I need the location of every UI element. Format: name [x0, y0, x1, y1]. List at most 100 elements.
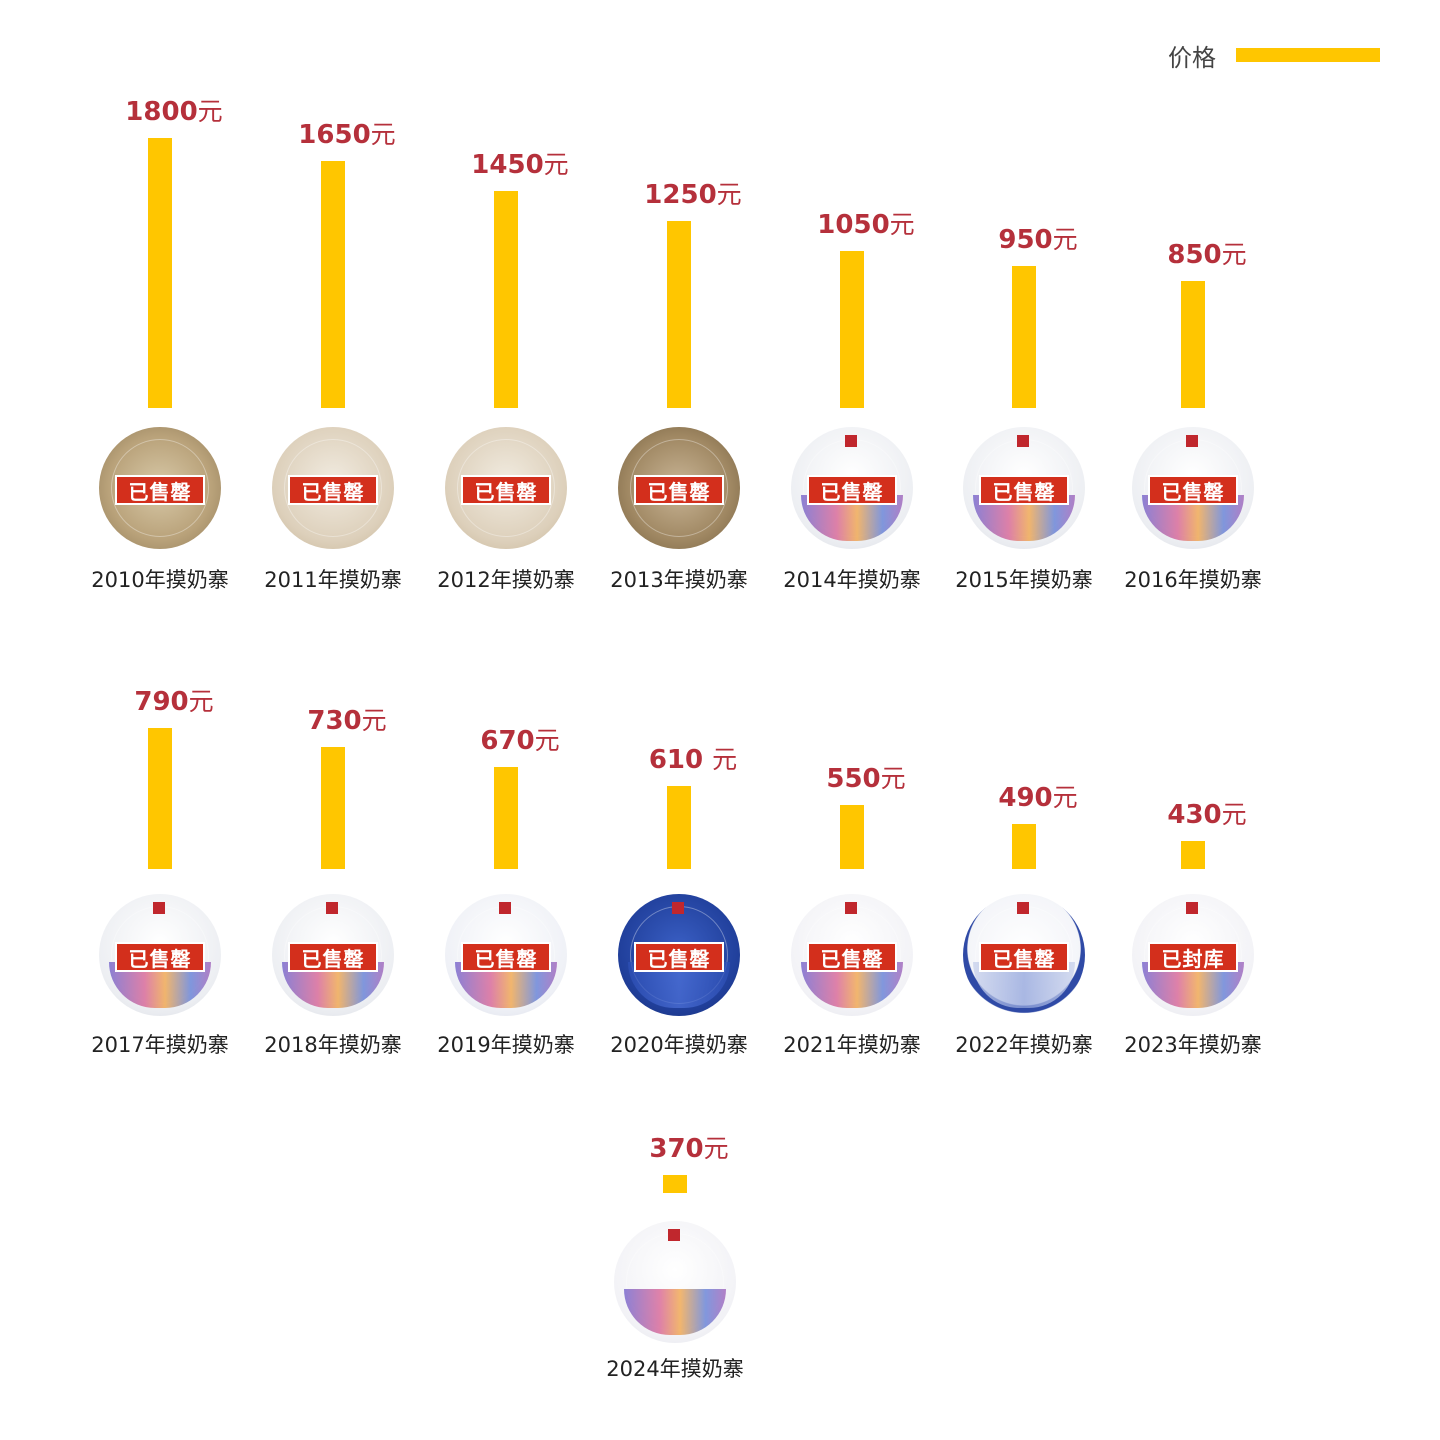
sold-out-stamp: 已售罄 — [461, 475, 551, 505]
tea-cake-icon: 已封库 — [1132, 894, 1254, 1016]
price-bar — [667, 785, 691, 869]
price-bar — [1012, 265, 1036, 408]
price-bar — [1181, 841, 1205, 869]
price-bar — [667, 220, 691, 408]
price-label: 490元 — [998, 782, 1077, 814]
category-label: 2021年摸奶寨 — [783, 1033, 921, 1057]
price-bar — [148, 728, 172, 869]
price-unit: 元 — [1221, 239, 1247, 269]
sold-out-stamp: 已售罄 — [807, 475, 897, 505]
category-label: 2011年摸奶寨 — [264, 568, 402, 592]
price-bar — [840, 805, 864, 869]
brand-logo-icon — [1186, 435, 1198, 447]
price-bar — [840, 250, 864, 408]
wrapper-ring — [630, 439, 728, 537]
price-value: 950 — [998, 224, 1053, 255]
wrapper-ring — [284, 439, 382, 537]
tea-cake-icon: 已售罄 — [618, 427, 740, 549]
price-label: 1800元 — [125, 96, 222, 128]
price-value: 730 — [307, 706, 362, 737]
price-label: 370元 — [649, 1133, 728, 1165]
tea-cake-icon: 已售罄 — [99, 427, 221, 549]
price-unit: 元 — [1052, 783, 1078, 813]
price-bar — [1181, 280, 1205, 408]
price-label: 1650元 — [298, 119, 395, 151]
brand-logo-icon — [672, 902, 684, 914]
brand-logo-icon — [153, 902, 165, 914]
price-bar — [494, 766, 518, 869]
tea-cake-icon: 已售罄 — [99, 894, 221, 1016]
sold-out-stamp: 已封库 — [1148, 942, 1238, 972]
price-value: 850 — [1167, 239, 1222, 270]
sold-out-stamp: 已售罄 — [288, 942, 378, 972]
tea-cake-icon: 已售罄 — [272, 427, 394, 549]
sold-out-stamp: 已售罄 — [115, 942, 205, 972]
wrapper-ring — [457, 439, 555, 537]
tea-cake-icon: 已售罄 — [963, 894, 1085, 1016]
tea-cake-icon: 已售罄 — [618, 894, 740, 1016]
category-label: 2022年摸奶寨 — [955, 1033, 1093, 1057]
price-label: 610 元 — [649, 744, 737, 776]
brand-logo-icon — [499, 902, 511, 914]
price-unit: 元 — [197, 97, 223, 126]
price-label: 550元 — [826, 763, 905, 795]
brand-logo-icon — [668, 1229, 680, 1241]
price-value: 490 — [998, 783, 1053, 814]
price-unit: 元 — [188, 687, 214, 717]
category-label: 2016年摸奶寨 — [1124, 568, 1262, 592]
category-label: 2013年摸奶寨 — [610, 568, 748, 592]
price-unit: 元 — [716, 179, 742, 209]
price-label: 950元 — [998, 224, 1077, 256]
price-bar — [321, 747, 345, 869]
sold-out-stamp: 已售罄 — [1148, 475, 1238, 505]
price-unit: 元 — [703, 1134, 729, 1163]
wrapper-pattern — [624, 1289, 726, 1335]
tea-cake-icon: 已售罄 — [1132, 427, 1254, 549]
price-label: 790元 — [134, 686, 213, 718]
price-value: 790 — [134, 687, 189, 718]
price-unit: 元 — [1052, 224, 1078, 254]
price-label: 1250元 — [644, 179, 741, 211]
price-bar — [321, 160, 345, 408]
category-label: 2018年摸奶寨 — [264, 1033, 402, 1057]
sold-out-stamp: 已售罄 — [288, 475, 378, 505]
price-value: 1800 — [125, 97, 198, 127]
tea-cake-icon: 已售罄 — [791, 427, 913, 549]
category-label: 2017年摸奶寨 — [91, 1033, 229, 1057]
price-unit: 元 — [361, 706, 387, 736]
price-label: 670元 — [480, 725, 559, 757]
price-bar — [663, 1175, 687, 1193]
price-label: 1450元 — [471, 149, 568, 181]
price-bar — [494, 190, 518, 408]
tea-cake-icon — [614, 1221, 736, 1343]
brand-logo-icon — [845, 902, 857, 914]
price-label: 730元 — [307, 705, 386, 737]
brand-logo-icon — [845, 435, 857, 447]
price-unit: 元 — [712, 744, 738, 774]
price-value: 1650 — [298, 119, 371, 150]
category-label: 2015年摸奶寨 — [955, 568, 1093, 592]
price-value: 430 — [1167, 800, 1222, 830]
tea-cake-icon: 已售罄 — [963, 427, 1085, 549]
price-unit: 元 — [534, 725, 560, 755]
category-label: 2014年摸奶寨 — [783, 568, 921, 592]
category-label: 2010年摸奶寨 — [91, 568, 229, 592]
sold-out-stamp: 已售罄 — [979, 475, 1069, 505]
price-value: 370 — [649, 1134, 704, 1164]
legend: 价格 — [1168, 38, 1380, 72]
price-unit: 元 — [880, 764, 906, 793]
price-value: 670 — [480, 725, 535, 756]
price-bar — [1012, 824, 1036, 869]
brand-logo-icon — [1186, 902, 1198, 914]
price-value: 1250 — [644, 179, 717, 210]
brand-logo-icon — [326, 902, 338, 914]
sold-out-stamp: 已售罄 — [115, 475, 205, 505]
price-label: 430元 — [1167, 799, 1246, 831]
wrapper-ring — [111, 439, 209, 537]
tea-cake-icon: 已售罄 — [272, 894, 394, 1016]
tea-cake-icon: 已售罄 — [445, 894, 567, 1016]
brand-logo-icon — [1017, 902, 1029, 914]
price-unit: 元 — [889, 209, 915, 239]
sold-out-stamp: 已售罄 — [979, 942, 1069, 972]
